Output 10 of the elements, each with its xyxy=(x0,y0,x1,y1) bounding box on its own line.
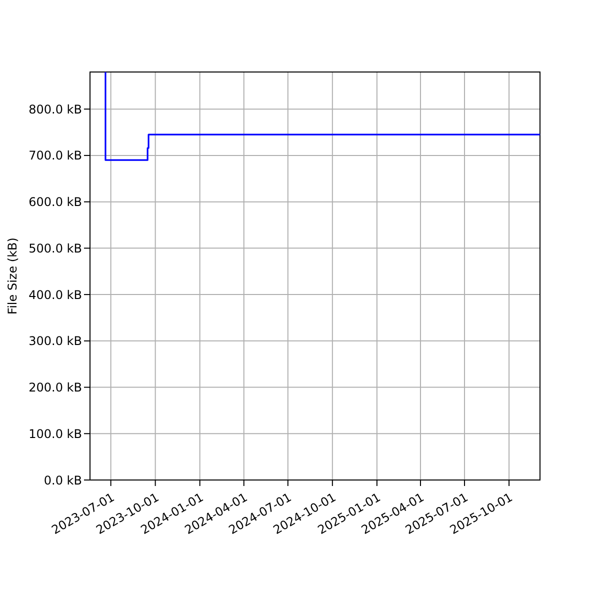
y-tick-label: 600.0 kB xyxy=(28,195,82,210)
y-tick-label: 200.0 kB xyxy=(28,380,82,395)
y-tick-label: 100.0 kB xyxy=(28,426,82,441)
y-tick-label: 300.0 kB xyxy=(28,334,82,348)
y-tick-label: 800.0 kB xyxy=(28,102,82,116)
y-tick-label: 400.0 kB xyxy=(28,288,82,302)
y-tick-label: 700.0 kB xyxy=(28,148,82,163)
y-axis-title: File Size (kB) xyxy=(5,238,20,314)
y-tick-label: 0.0 kB xyxy=(44,473,82,488)
y-tick-label: 500.0 kB xyxy=(28,241,82,256)
